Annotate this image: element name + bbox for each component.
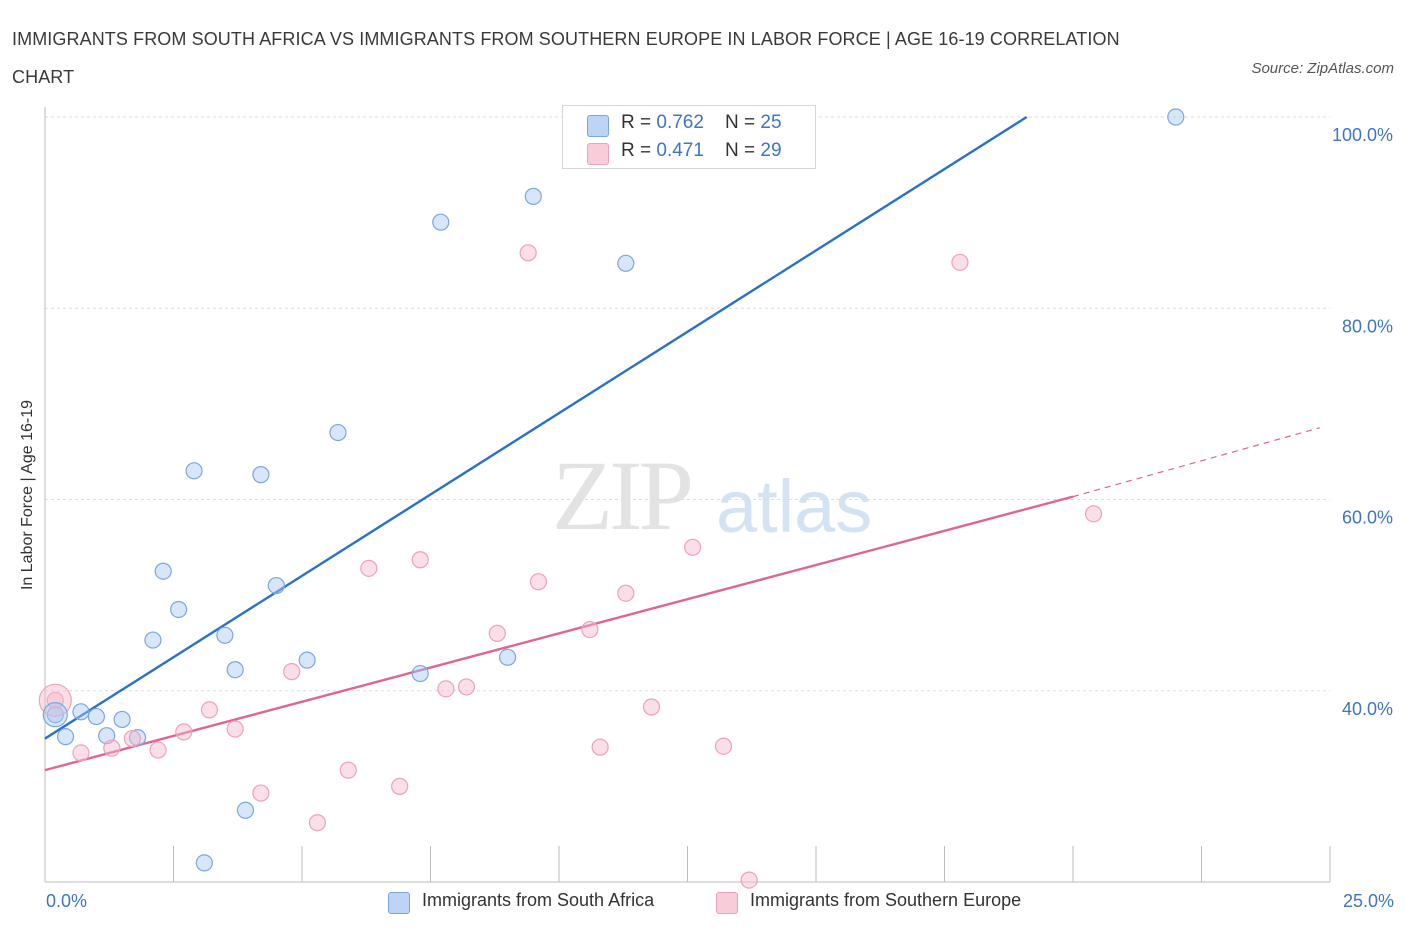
point-south-africa-1 xyxy=(56,728,75,746)
point-south-africa-10 xyxy=(185,462,203,480)
point-southern-europe-9 xyxy=(283,663,301,681)
watermark-zip: ZIP xyxy=(552,440,694,551)
point-south-africa-12 xyxy=(216,626,234,644)
point-south-africa-17 xyxy=(298,651,316,669)
stats-legend: R = 0.762 N = 25 R = 0.471 N = 29 xyxy=(562,105,816,169)
point-southern-europe-21 xyxy=(591,738,609,756)
watermark-atlas: atlas xyxy=(716,465,873,548)
legend-stats-south-africa: R = 0.762 N = 25 xyxy=(621,112,782,134)
bottom-legend-label-southern-europe: Immigrants from Southern Europe xyxy=(750,890,1022,910)
n-label: N = xyxy=(725,112,761,133)
r-label: R = xyxy=(621,140,657,161)
point-southern-europe-1 xyxy=(72,744,90,762)
legend-stats-southern-europe: R = 0.471 N = 29 xyxy=(621,140,782,162)
y-tick-label-100: 100.0% xyxy=(1332,125,1393,145)
point-south-africa-cluster xyxy=(42,702,68,728)
point-southern-europe-15 xyxy=(437,680,455,698)
point-southern-europe-8 xyxy=(252,784,270,802)
point-south-africa-5 xyxy=(113,710,131,729)
point-south-africa-2 xyxy=(72,703,90,721)
point-southern-europe-19 xyxy=(529,573,548,591)
point-southern-europe-6 xyxy=(200,701,219,719)
y-tick-labels: 40.0% 60.0% 80.0% 100.0% xyxy=(1332,125,1393,719)
point-south-africa-18 xyxy=(329,423,347,442)
trend-line-south-africa xyxy=(44,115,1028,740)
point-southern-europe-25 xyxy=(714,737,733,755)
axes xyxy=(44,107,1331,883)
y-tick-label-40: 40.0% xyxy=(1342,699,1393,719)
point-southern-europe-20 xyxy=(581,620,599,639)
trend-line-southern-europe xyxy=(44,495,1074,772)
x-tick-label-max: 25.0% xyxy=(1342,891,1394,911)
point-south-africa-6 xyxy=(128,729,147,747)
point-south-africa-19 xyxy=(411,664,429,683)
point-southern-europe-24 xyxy=(684,538,702,556)
point-southern-europe-14 xyxy=(411,551,429,569)
point-southern-europe-4 xyxy=(149,741,167,759)
legend-swatch-southern-europe xyxy=(587,143,609,165)
point-southern-europe-27 xyxy=(951,253,969,271)
point-southern-europe-0 xyxy=(46,691,64,709)
point-southern-europe-28 xyxy=(1084,505,1103,523)
n-value: 29 xyxy=(760,140,782,161)
chart-title: IMMIGRANTS FROM SOUTH AFRICA VS IMMIGRAN… xyxy=(12,29,1120,87)
point-southern-europe-7 xyxy=(226,720,244,738)
legend-swatch-south-africa xyxy=(587,115,609,137)
point-south-africa-21 xyxy=(499,648,517,666)
point-southern-europe-10 xyxy=(308,814,327,832)
point-south-africa-22 xyxy=(524,187,542,205)
point-southern-europe-17 xyxy=(488,624,506,642)
r-label: R = xyxy=(621,112,657,133)
bottom-legend-swatch-south-africa xyxy=(388,892,410,914)
r-value: 0.762 xyxy=(656,112,704,133)
trend-lines xyxy=(44,115,1320,772)
point-south-africa-15 xyxy=(252,466,270,484)
trend-extension-southern-europe xyxy=(1072,427,1320,498)
point-south-africa-24 xyxy=(1167,108,1185,126)
y-tick-label-80: 80.0% xyxy=(1342,316,1393,336)
grid-lines xyxy=(45,116,1330,692)
bottom-legend-swatch-southern-europe xyxy=(716,892,738,914)
point-southern-europe-18 xyxy=(519,244,537,262)
point-southern-europe-3 xyxy=(123,729,141,748)
point-southern-europe-2 xyxy=(103,739,121,757)
point-southern-europe-16 xyxy=(457,678,476,696)
x-tick-label-min: 0.0% xyxy=(46,891,88,911)
point-south-africa-8 xyxy=(154,562,172,580)
point-south-africa-13 xyxy=(226,661,244,679)
n-value: 25 xyxy=(760,112,782,133)
n-label: N = xyxy=(725,140,761,161)
point-south-africa-16 xyxy=(267,576,285,595)
point-south-africa-11 xyxy=(195,854,213,872)
point-southern-europe-23 xyxy=(642,698,661,716)
point-southern-europe-11 xyxy=(339,761,357,779)
point-southern-europe-13 xyxy=(391,777,409,795)
point-south-africa-9 xyxy=(170,600,188,619)
y-tick-label-60: 60.0% xyxy=(1342,508,1393,528)
point-south-africa-3 xyxy=(87,707,106,726)
source-label: Source: ZipAtlas.com xyxy=(1251,60,1394,77)
point-south-africa-23 xyxy=(617,254,635,272)
point-south-africa-20 xyxy=(432,213,450,231)
point-southern-europe-12 xyxy=(360,559,378,577)
point-southern-europe-22 xyxy=(617,584,635,602)
point-southern-europe-cluster xyxy=(38,683,72,717)
bottom-legend-label-south-africa: Immigrants from South Africa xyxy=(422,890,655,910)
point-southern-europe-26 xyxy=(740,871,758,889)
point-southern-europe-5 xyxy=(175,723,193,741)
r-value: 0.471 xyxy=(656,140,704,161)
point-south-africa-7 xyxy=(144,631,162,649)
data-points xyxy=(38,108,1185,889)
point-south-africa-14 xyxy=(236,801,255,819)
